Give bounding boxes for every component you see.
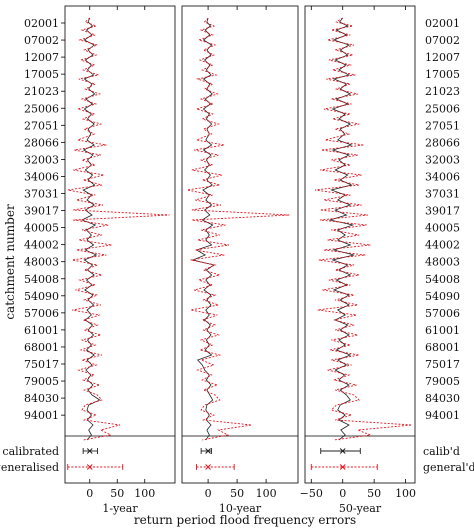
catchment-label: 25006 bbox=[24, 102, 59, 115]
x-axis-label: return period flood frequency errors bbox=[134, 513, 356, 527]
summary-marker bbox=[339, 464, 346, 470]
catchment-label: 39017 bbox=[425, 205, 460, 218]
catchment-label: 25006 bbox=[425, 102, 460, 115]
catchment-label: 27051 bbox=[24, 119, 59, 132]
summary-marker bbox=[205, 448, 211, 454]
catchment-label: 48003 bbox=[24, 256, 59, 269]
catchment-label: 07002 bbox=[24, 34, 59, 47]
catchment-labels-left: 02001 07002 12007 17005 21023 25006 27051 28066… bbox=[0, 17, 65, 474]
panel-frame bbox=[181, 5, 299, 484]
x-tick-label: 100 bbox=[395, 487, 416, 500]
summary-calibrated bbox=[82, 448, 98, 454]
catchment-label: 75017 bbox=[24, 358, 59, 371]
summary-calibrated bbox=[200, 448, 213, 454]
catchment-label: 02001 bbox=[425, 17, 460, 30]
summary-label: calib'd bbox=[423, 445, 460, 458]
catchment-label: 07002 bbox=[425, 34, 460, 47]
x-tick-label: 50 bbox=[110, 487, 124, 500]
series-generalised bbox=[187, 17, 290, 441]
summary-generalised bbox=[67, 464, 124, 470]
series-calibrated bbox=[328, 17, 355, 441]
catchment-label: 84030 bbox=[425, 392, 460, 405]
panel-title: 1-year bbox=[102, 502, 138, 515]
panel-title: 10-year bbox=[219, 502, 262, 515]
x-tick-label: 0 bbox=[205, 487, 212, 500]
catchment-label: 48003 bbox=[425, 256, 460, 269]
catchment-label: 17005 bbox=[425, 68, 460, 81]
series-calibrated bbox=[191, 17, 215, 441]
x-tick-label: 0 bbox=[86, 487, 93, 500]
summary-generalised bbox=[196, 464, 235, 470]
series-generalised bbox=[315, 17, 412, 441]
catchment-label: 28066 bbox=[425, 136, 460, 149]
catchment-label: 34006 bbox=[24, 170, 59, 183]
catchment-label: 94001 bbox=[425, 409, 460, 422]
catchment-label: 54090 bbox=[24, 290, 59, 303]
catchment-label: 44002 bbox=[425, 239, 460, 252]
x-tick-label: 50 bbox=[367, 487, 381, 500]
summary-label: generalised bbox=[0, 461, 59, 474]
catchment-label: 40005 bbox=[425, 222, 460, 235]
catchment-label: 27051 bbox=[425, 119, 460, 132]
catchment-label: 94001 bbox=[24, 409, 59, 422]
catchment-label: 84030 bbox=[24, 392, 59, 405]
summary-marker bbox=[86, 464, 93, 470]
catchment-label: 79005 bbox=[425, 375, 460, 388]
x-tick-label: 50 bbox=[230, 487, 244, 500]
panel-50-year: −50 0 50 100 50-year bbox=[300, 5, 416, 515]
series-calibrated bbox=[81, 17, 101, 441]
catchment-label: 28066 bbox=[24, 136, 59, 149]
summary-label: general'd bbox=[423, 461, 474, 474]
series-generalised bbox=[67, 17, 170, 441]
panels: 0 50 100 1-year 0 50 100 10-year −50 0 50 100 50-yea… bbox=[64, 5, 416, 515]
x-tick-label: −50 bbox=[300, 487, 323, 500]
catchment-label: 17005 bbox=[24, 68, 59, 81]
catchment-label: 75017 bbox=[425, 358, 460, 371]
x-tick-label: 100 bbox=[256, 487, 277, 500]
catchment-label: 57006 bbox=[425, 307, 460, 320]
catchment-label: 12007 bbox=[425, 51, 460, 64]
catchment-label: 02001 bbox=[24, 17, 59, 30]
summary-label: calibrated bbox=[2, 445, 59, 458]
catchment-label: 39017 bbox=[24, 205, 59, 218]
summary-generalised bbox=[310, 464, 378, 470]
catchment-label: 57006 bbox=[24, 307, 59, 320]
x-tick-label: 100 bbox=[134, 487, 155, 500]
catchment-label: 12007 bbox=[24, 51, 59, 64]
catchment-label: 44002 bbox=[24, 239, 59, 252]
summary-calibrated bbox=[320, 448, 361, 454]
catchment-label: 61001 bbox=[24, 324, 59, 337]
catchment-label: 79005 bbox=[24, 375, 59, 388]
catchment-label: 21023 bbox=[425, 85, 460, 98]
panel-title: 50-year bbox=[339, 502, 382, 515]
catchment-labels-right: 02001 07002 12007 17005 21023 25006 27051 28066… bbox=[423, 17, 474, 474]
catchment-label: 37031 bbox=[24, 188, 59, 201]
catchment-label: 37031 bbox=[425, 188, 460, 201]
catchment-label: 21023 bbox=[24, 85, 59, 98]
catchment-label: 54008 bbox=[425, 273, 460, 286]
catchment-label: 32003 bbox=[425, 153, 460, 166]
summary-marker bbox=[86, 448, 93, 454]
panel-10-year: 0 50 100 10-year bbox=[181, 5, 299, 515]
x-tick-label: 0 bbox=[339, 487, 346, 500]
catchment-label: 40005 bbox=[24, 222, 59, 235]
y-axis-label: catchment number bbox=[3, 204, 17, 320]
catchment-label: 54008 bbox=[24, 273, 59, 286]
catchment-label: 68001 bbox=[24, 341, 59, 354]
summary-marker bbox=[339, 448, 346, 454]
panel-1-year: 0 50 100 1-year bbox=[64, 5, 176, 515]
catchment-label: 68001 bbox=[425, 341, 460, 354]
summary-marker bbox=[205, 464, 211, 470]
catchment-label: 61001 bbox=[425, 324, 460, 337]
catchment-label: 32003 bbox=[24, 153, 59, 166]
panel-frame bbox=[64, 5, 176, 484]
catchment-label: 54090 bbox=[425, 290, 460, 303]
panel-frame bbox=[304, 5, 416, 484]
catchment-label: 34006 bbox=[425, 170, 460, 183]
